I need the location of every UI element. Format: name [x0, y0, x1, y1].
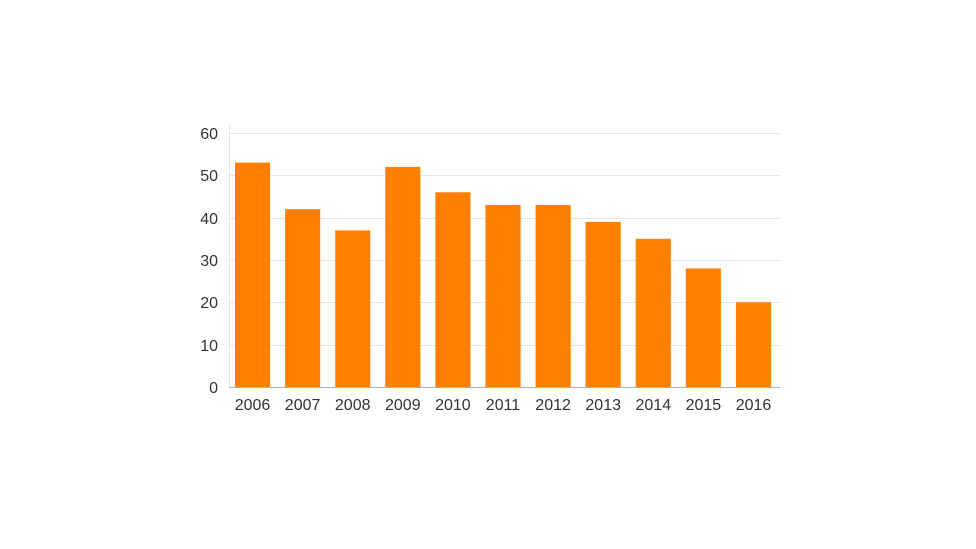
bar-2014	[635, 238, 671, 387]
x-tick-label: 2008	[335, 397, 371, 414]
x-tick-label: 2009	[385, 397, 421, 414]
y-tick-label: 50	[200, 168, 218, 185]
y-tick-label: 10	[200, 338, 218, 355]
bar-2007	[285, 209, 321, 387]
bar-2013	[585, 221, 621, 387]
bar-2012	[535, 205, 571, 387]
x-tick-label: 2006	[235, 397, 271, 414]
x-tick-label: 2014	[636, 397, 672, 414]
x-tick-label: 2013	[585, 397, 621, 414]
y-tick-label: 0	[209, 380, 218, 397]
y-tick-label: 30	[200, 253, 218, 270]
bar-2006	[235, 162, 271, 387]
x-tick-label: 2010	[435, 397, 471, 414]
y-tick-labels: 0 10 20 30 40 50 60	[200, 126, 218, 397]
bar-2008	[335, 230, 371, 387]
x-tick-label: 2015	[686, 397, 722, 414]
bar-2009	[385, 166, 421, 387]
bar-2011	[485, 205, 521, 387]
y-tick-label: 60	[200, 126, 218, 143]
bar-2016	[735, 302, 771, 387]
x-tick-labels: 2006 2007 2008 2009 2010 2011 2012 2013 2014 2015…	[235, 397, 772, 414]
x-tick-label: 2011	[486, 397, 521, 414]
x-tick-label: 2012	[535, 397, 571, 414]
bars	[235, 162, 771, 387]
bar-2015	[685, 268, 721, 387]
bar-2010	[435, 192, 471, 387]
y-tick-label: 20	[200, 295, 218, 312]
axes	[229, 125, 780, 388]
y-tick-label: 40	[200, 211, 218, 228]
x-tick-label: 2016	[736, 397, 772, 414]
x-tick-label: 2007	[285, 397, 321, 414]
